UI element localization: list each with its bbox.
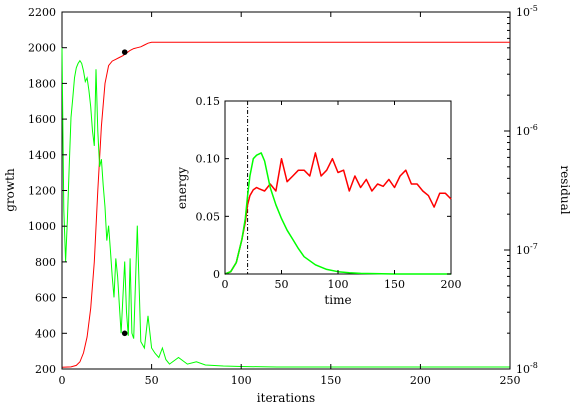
y-tick-label: 600 xyxy=(35,292,56,305)
inset-y-axis-label: energy xyxy=(175,167,189,209)
marker-point xyxy=(121,330,128,337)
y-tick-label: 2000 xyxy=(28,42,56,55)
y2-tick-label: 10-5 xyxy=(516,4,538,19)
y2-tick-label: 10-6 xyxy=(516,123,538,138)
inset-y-tick-label: 0.05 xyxy=(196,210,221,223)
y-tick-label: 800 xyxy=(35,256,56,269)
inset-x-tick-label: 50 xyxy=(275,278,289,291)
y-tick-label: 1200 xyxy=(28,185,56,198)
x-tick-label: 200 xyxy=(410,374,431,387)
main-plot-area xyxy=(61,41,510,368)
y-tick-label: 1400 xyxy=(28,149,56,162)
inset-x-tick-label: 0 xyxy=(222,278,229,291)
inset-series-line-red xyxy=(224,152,452,275)
inset-x-tick-label: 150 xyxy=(384,278,405,291)
x-tick-label: 250 xyxy=(500,374,521,387)
inset-y-tick-label: 0 xyxy=(213,268,220,281)
y-tick-label: 400 xyxy=(35,327,56,340)
inset-x-tick-label: 200 xyxy=(441,278,462,291)
marker-point xyxy=(121,49,128,55)
y-tick-label: 1600 xyxy=(28,113,56,126)
y-axis-label: growth xyxy=(3,168,17,212)
inset-plot-frame xyxy=(224,100,452,275)
y-tick-label: 1800 xyxy=(28,77,56,90)
x-axis-label: iterations xyxy=(257,391,315,405)
y-tick-label: 1000 xyxy=(28,220,56,233)
x-tick-label: 150 xyxy=(320,374,341,387)
inset-y-tick-label: 0.15 xyxy=(196,95,221,108)
inset-x-axis-label: time xyxy=(324,293,351,307)
main-axes: 0 50 100 150 200 2502004006008001000120014001… xyxy=(28,4,538,387)
y2-tick-label: 10-7 xyxy=(516,242,538,257)
inset-series-line-green xyxy=(224,152,451,275)
y2-tick-label: 10-8 xyxy=(516,361,538,376)
inset-x-tick-label: 100 xyxy=(328,278,349,291)
y-tick-label: 200 xyxy=(35,363,56,376)
x-tick-label: 100 xyxy=(231,374,252,387)
series-line-green xyxy=(61,47,510,368)
series-line-red xyxy=(61,41,510,368)
inset-plot-area xyxy=(224,101,452,275)
inset-y-tick-label: 0.10 xyxy=(196,153,221,166)
y2-axis-label: residual xyxy=(558,165,570,214)
x-tick-label: 0 xyxy=(59,374,66,387)
x-tick-label: 50 xyxy=(145,374,159,387)
inset-axes: 0 50 100 150 200 0 0.05 0.10 0.15 xyxy=(196,95,462,291)
y-tick-label: 2200 xyxy=(28,6,56,19)
